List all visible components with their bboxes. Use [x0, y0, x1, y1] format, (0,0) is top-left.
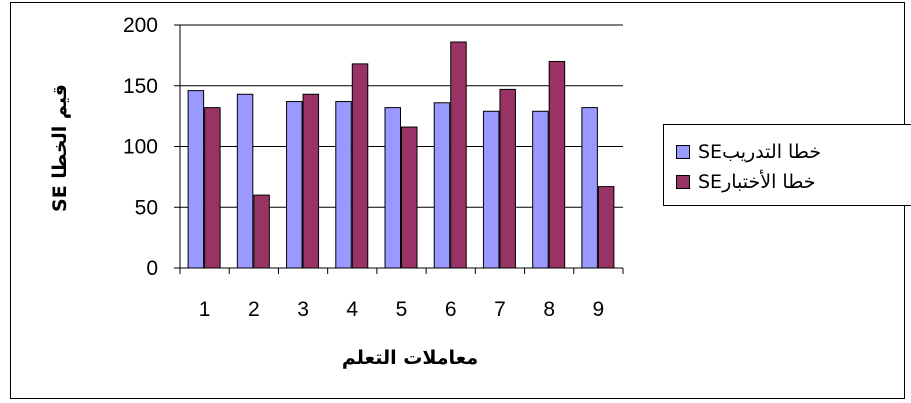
bar-series-1 — [581, 107, 598, 269]
axes — [174, 24, 624, 274]
legend-swatch-training — [676, 145, 690, 159]
legend-entry-test: SEخطا الأختبار — [676, 170, 816, 194]
bar-series-2 — [548, 60, 566, 269]
bar-series-1 — [482, 110, 500, 269]
legend-swatch-test — [676, 175, 690, 189]
y-tick-label: 200 — [123, 14, 158, 37]
x-tick-label: 6 — [445, 298, 457, 321]
x-tick-label: 2 — [248, 298, 260, 321]
x-tick-label: 1 — [199, 298, 211, 321]
bar-series-1 — [236, 93, 254, 269]
y-axis-label: SE قيم الخطا — [49, 84, 71, 212]
bar-series-1 — [335, 101, 352, 269]
bar-series-2 — [204, 107, 221, 269]
bar-series-2 — [597, 186, 615, 269]
x-tick-label: 9 — [593, 298, 605, 321]
legend-label-test: SEخطا الأختبار — [698, 171, 816, 193]
x-tick-label: 5 — [396, 298, 408, 321]
bar-series-1 — [433, 102, 451, 269]
bar-series-2 — [253, 194, 270, 269]
bars — [187, 41, 615, 269]
bar-series-1 — [187, 90, 205, 269]
x-axis-label: معاملات التعلم — [342, 347, 478, 369]
bar-series-1 — [384, 107, 401, 269]
y-tick-label: 0 — [146, 257, 158, 280]
x-tick-label: 4 — [346, 298, 358, 321]
bar-series-2 — [499, 88, 516, 269]
x-tick-label: 8 — [543, 298, 555, 321]
legend: SEخطا التدريب SEخطا الأختبار — [663, 124, 911, 206]
y-tick-label: 100 — [123, 136, 158, 159]
bar-series-2 — [302, 93, 320, 269]
bar-series-1 — [286, 101, 303, 269]
legend-entry-training: SEخطا التدريب — [676, 140, 821, 164]
bar-series-2 — [450, 41, 467, 269]
x-tick-label: 3 — [297, 298, 309, 321]
bar-series-2 — [401, 126, 418, 269]
bar-series-2 — [351, 63, 369, 269]
tick-labels: 0 50 100 150 200 1 2 3 4 5 6 7 8 9 — [123, 14, 604, 321]
y-tick-label: 150 — [123, 75, 158, 98]
bar-series-1 — [532, 110, 549, 269]
legend-label-training: SEخطا التدريب — [698, 141, 822, 163]
x-tick-label: 7 — [494, 298, 506, 321]
y-tick-label: 50 — [135, 196, 158, 219]
